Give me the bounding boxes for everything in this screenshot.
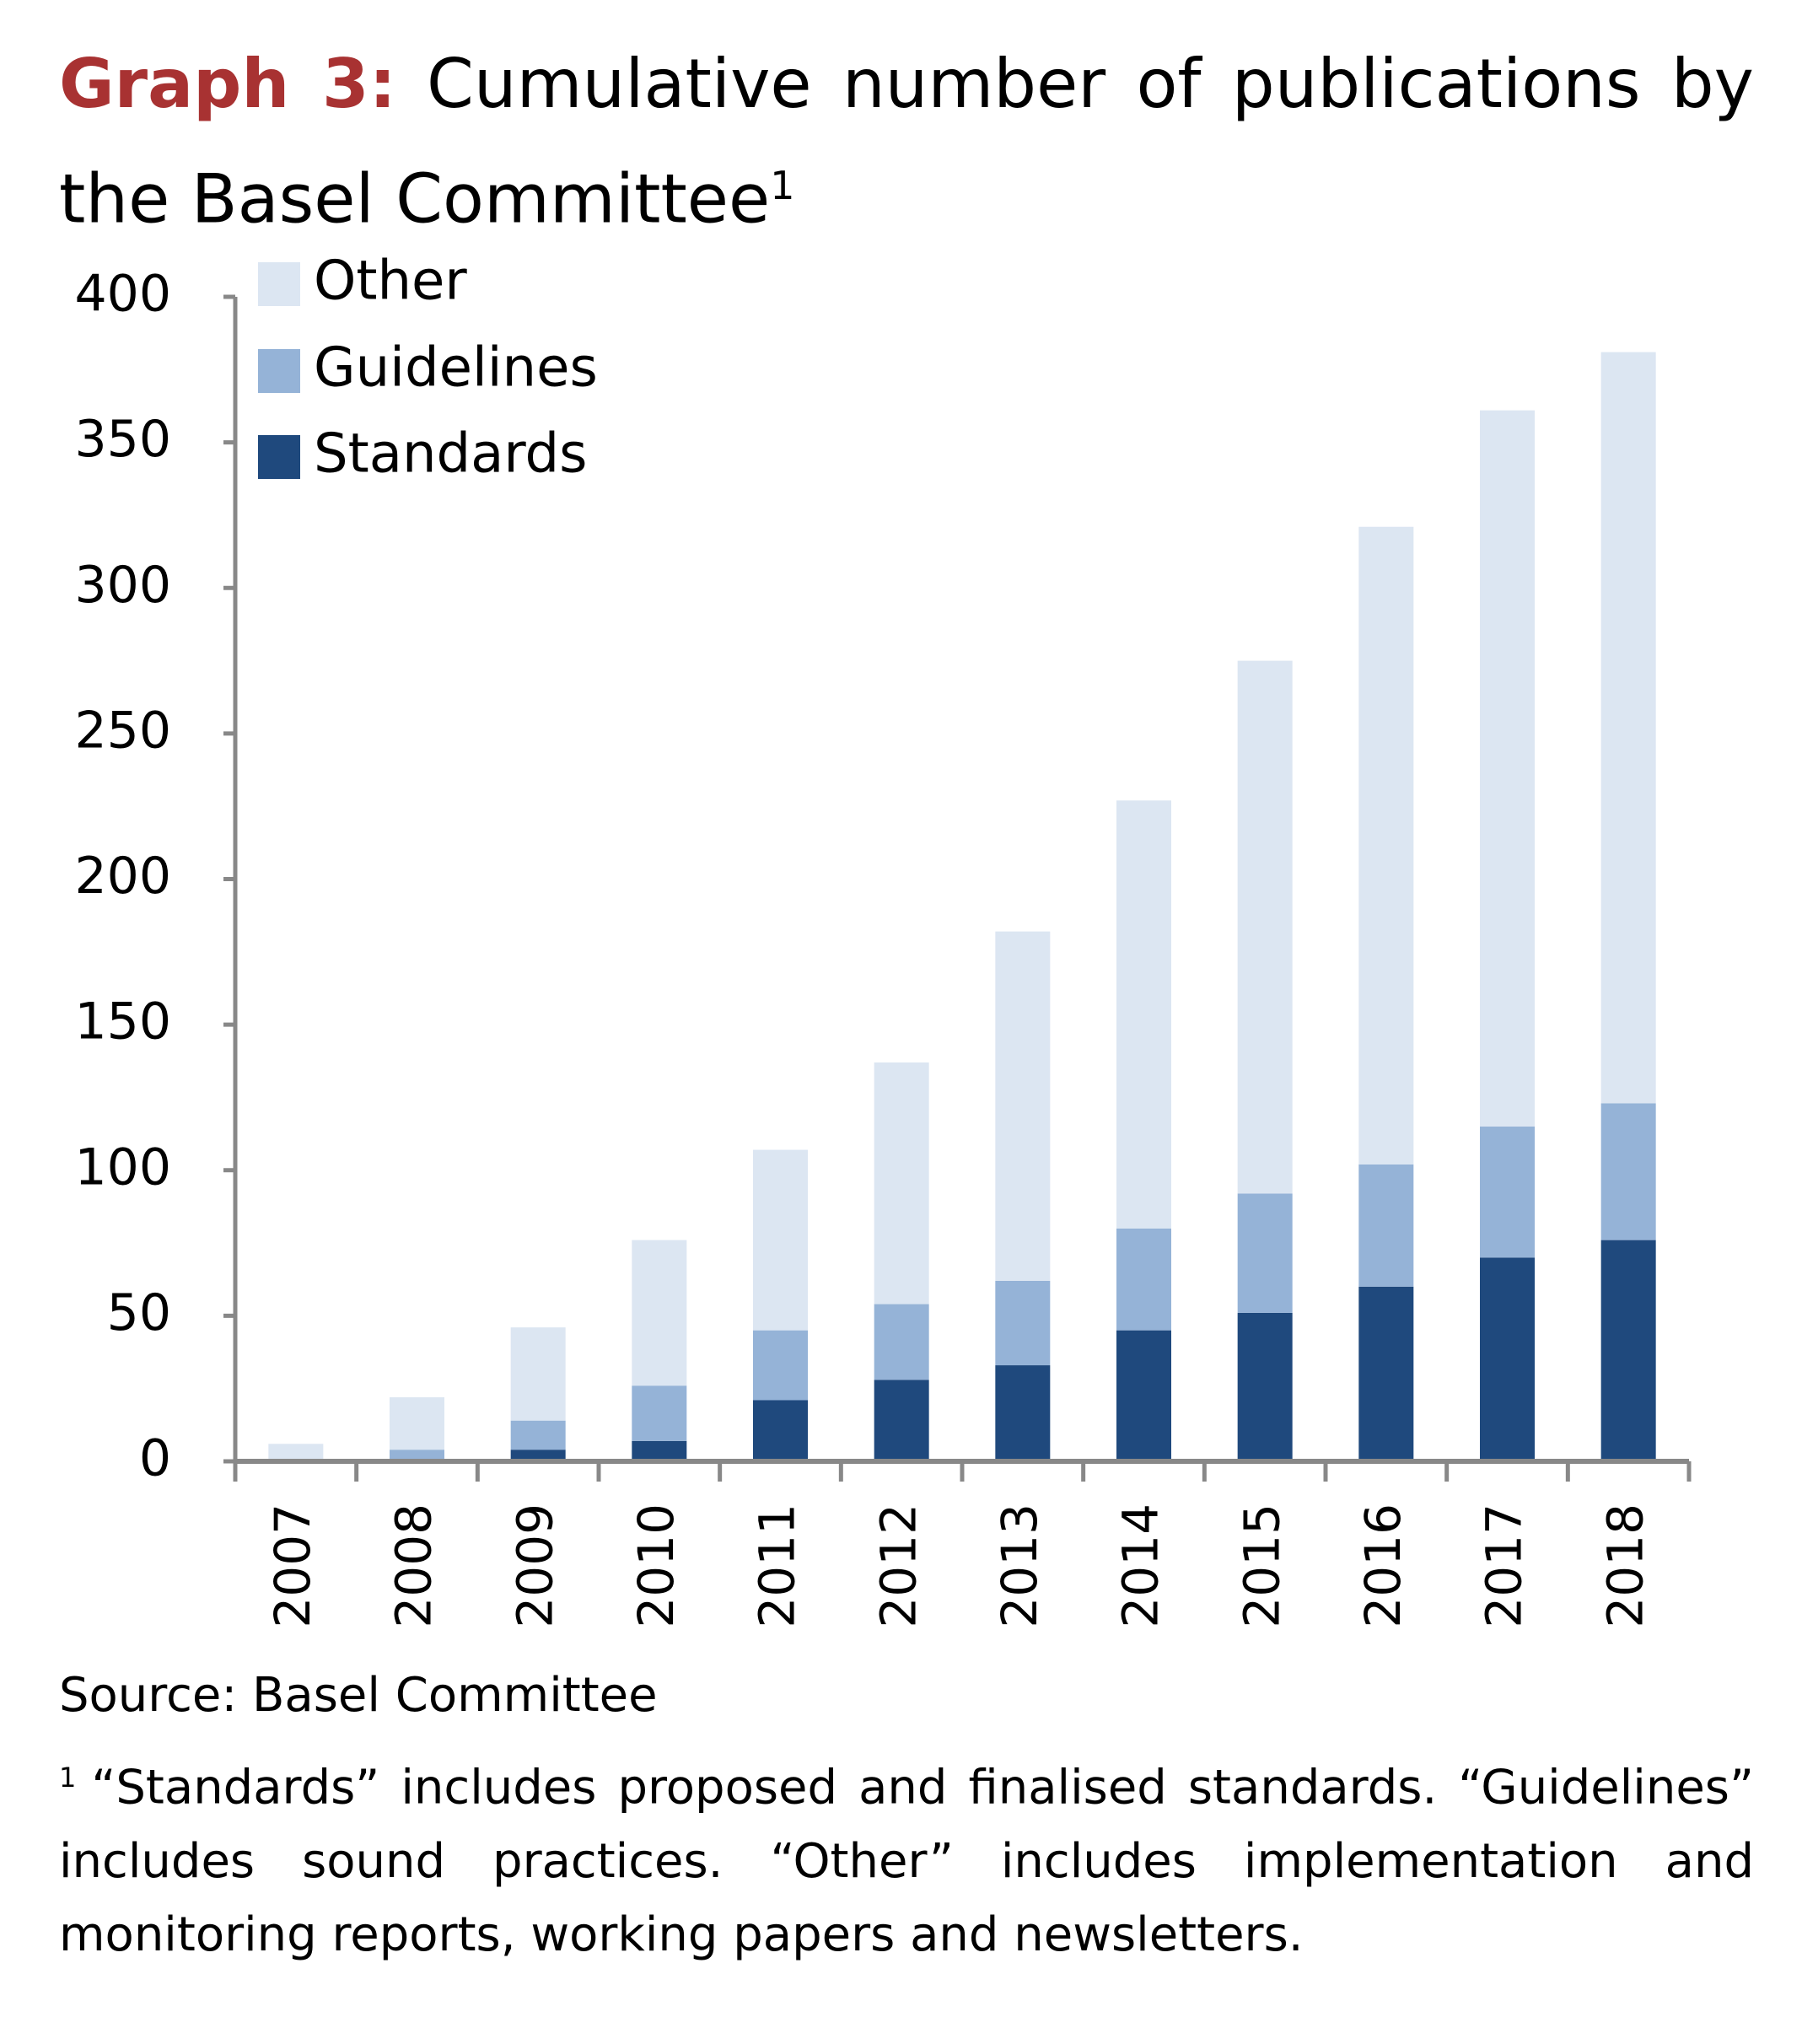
x-tick-label: 2012 xyxy=(869,1503,927,1628)
bar-other-2010 xyxy=(632,1240,687,1386)
bar-other-2014 xyxy=(1116,800,1171,1229)
bar-guidelines-2013 xyxy=(995,1280,1051,1366)
bar-guidelines-2016 xyxy=(1358,1164,1414,1287)
x-tick-label: 2014 xyxy=(1112,1503,1170,1628)
x-tick-label: 2007 xyxy=(264,1503,321,1628)
x-tick-label: 2013 xyxy=(991,1503,1048,1628)
bar-other-2012 xyxy=(874,1062,929,1304)
bar-other-2013 xyxy=(995,931,1051,1281)
legend-label-other: Other xyxy=(314,250,467,313)
bar-standards-2016 xyxy=(1358,1286,1414,1461)
bar-standards-2010 xyxy=(632,1440,687,1461)
bar-standards-2014 xyxy=(1116,1330,1171,1461)
bar-guidelines-2011 xyxy=(753,1330,808,1401)
legend-swatch-standards xyxy=(258,435,300,479)
footnote: 1 “Standards” includes proposed and final… xyxy=(59,1741,1754,1971)
source-note: Source: Basel Committee xyxy=(59,1668,658,1723)
y-tick-label: 350 xyxy=(74,410,171,469)
x-tick-label: 2010 xyxy=(627,1503,685,1628)
bar-guidelines-2018 xyxy=(1600,1103,1656,1240)
y-tick-label: 150 xyxy=(74,992,171,1052)
bar-guidelines-2017 xyxy=(1480,1126,1535,1258)
title-footnote-marker: 1 xyxy=(770,163,795,208)
bar-guidelines-2012 xyxy=(874,1304,929,1380)
bar-standards-2018 xyxy=(1600,1240,1656,1461)
y-tick-label: 100 xyxy=(74,1138,171,1197)
bar-other-2016 xyxy=(1358,526,1414,1165)
bar-standards-2011 xyxy=(753,1400,808,1461)
bar-standards-2009 xyxy=(510,1450,566,1461)
bar-guidelines-2008 xyxy=(390,1450,444,1461)
graph-label: Graph 3: xyxy=(59,45,396,123)
bar-standards-2015 xyxy=(1237,1312,1293,1461)
x-tick-label: 2011 xyxy=(749,1503,806,1628)
chart-title: Graph 3: Cumulative number of publicatio… xyxy=(59,34,1754,250)
footnote-text: “Standards” includes proposed and finali… xyxy=(59,1760,1754,1962)
legend-swatch-other xyxy=(258,262,300,306)
x-tick-label: 2015 xyxy=(1233,1503,1290,1628)
bar-standards-2012 xyxy=(874,1380,929,1461)
legend-label-standards: Standards xyxy=(314,423,588,486)
bar-other-2007 xyxy=(268,1444,324,1461)
y-tick-label: 200 xyxy=(74,847,171,906)
bar-other-2017 xyxy=(1480,410,1535,1127)
y-tick-label: 50 xyxy=(107,1283,171,1342)
bar-standards-2017 xyxy=(1480,1257,1535,1461)
bar-guidelines-2014 xyxy=(1116,1228,1171,1331)
bar-guidelines-2015 xyxy=(1237,1193,1293,1313)
footnote-marker: 1 xyxy=(59,1762,77,1794)
title-text: Cumulative number of publications by the… xyxy=(59,45,1754,239)
y-tick-label: 400 xyxy=(74,265,171,324)
y-tick-label: 250 xyxy=(74,701,171,760)
y-tick-label: 0 xyxy=(139,1429,171,1488)
bar-guidelines-2010 xyxy=(632,1385,687,1441)
legend-label-guidelines: Guidelines xyxy=(314,337,598,400)
x-tick-label: 2008 xyxy=(385,1503,443,1628)
bar-other-2008 xyxy=(390,1397,444,1450)
bar-guidelines-2009 xyxy=(510,1420,566,1450)
x-tick-label: 2018 xyxy=(1596,1503,1654,1628)
y-tick-label: 300 xyxy=(74,556,171,615)
bar-other-2018 xyxy=(1600,352,1656,1104)
legend-swatch-guidelines xyxy=(258,349,300,393)
x-tick-label: 2017 xyxy=(1476,1503,1533,1628)
bar-other-2011 xyxy=(753,1149,808,1331)
bar-other-2009 xyxy=(510,1327,566,1421)
bar-other-2015 xyxy=(1237,660,1293,1194)
x-tick-label: 2016 xyxy=(1354,1503,1412,1628)
x-tick-label: 2009 xyxy=(506,1503,563,1628)
bar-standards-2013 xyxy=(995,1365,1051,1461)
